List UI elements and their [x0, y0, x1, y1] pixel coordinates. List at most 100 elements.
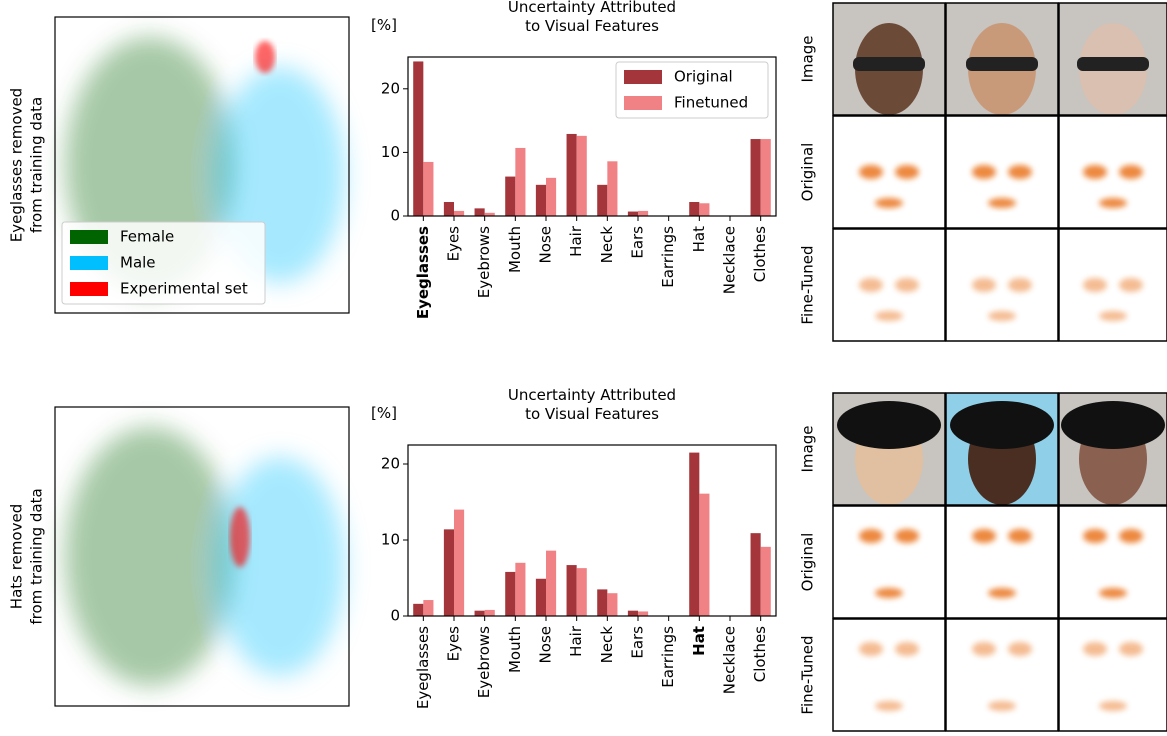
saliency	[833, 229, 945, 341]
x-tick-label: Nose	[537, 226, 555, 263]
row-label: Fine-Tuned	[799, 245, 817, 324]
spot	[1008, 165, 1032, 179]
x-tick-label: Ears	[629, 226, 647, 259]
saliency	[946, 506, 1058, 618]
y-axis-label: [%]	[371, 16, 397, 34]
spot	[859, 278, 883, 292]
x-tick-label: Mouth	[506, 226, 524, 273]
bar	[597, 185, 607, 216]
x-tick-label: Clothes	[751, 626, 769, 682]
legend-label: Male	[120, 254, 156, 272]
spot	[1119, 529, 1143, 543]
spot	[859, 642, 883, 656]
x-tick-label: Necklace	[721, 226, 739, 294]
bar	[699, 203, 709, 216]
bar	[638, 611, 648, 616]
spot	[875, 701, 903, 711]
x-tick-label: Hair	[567, 625, 585, 657]
y-tick-label: 0	[390, 607, 400, 625]
spot	[1119, 642, 1143, 656]
saliency	[833, 116, 945, 228]
photo-hat	[1061, 401, 1165, 449]
legend-label: Original	[674, 68, 733, 86]
figure: Eyeglasses removedfrom training data Fema…	[0, 0, 1167, 732]
legend-label: Female	[120, 228, 174, 246]
saliency	[1059, 619, 1167, 731]
chart-title: to Visual Features	[525, 17, 659, 35]
bar	[546, 551, 556, 616]
x-tick-label: Eyeglasses	[414, 226, 432, 319]
chart-title: Uncertainty Attributed	[508, 0, 676, 16]
bar	[515, 148, 525, 216]
x-tick-label: Eyeglasses	[414, 626, 432, 709]
saliency	[833, 506, 945, 618]
spot	[1099, 311, 1127, 321]
spot	[1099, 701, 1127, 711]
cluster	[230, 507, 250, 567]
bar	[475, 208, 485, 216]
spot	[1083, 278, 1107, 292]
bar	[607, 593, 617, 616]
spot	[1008, 642, 1032, 656]
bar	[567, 134, 577, 216]
bar	[597, 589, 607, 616]
x-tick-label: Neck	[598, 626, 616, 664]
row-label: Image	[799, 426, 817, 473]
x-tick-label: Eyes	[445, 626, 463, 662]
spot	[895, 165, 919, 179]
photo-glasses	[1077, 57, 1149, 71]
spot	[1099, 198, 1127, 208]
saliency	[1059, 506, 1167, 618]
spot	[1083, 529, 1107, 543]
spot	[988, 311, 1016, 321]
spot	[1099, 588, 1127, 598]
x-tick-label: Necklace	[721, 626, 739, 694]
bar	[515, 563, 525, 616]
spot	[988, 198, 1016, 208]
bar	[505, 572, 515, 616]
bar	[413, 604, 423, 616]
spot	[895, 642, 919, 656]
spot	[1083, 642, 1107, 656]
bar	[689, 202, 699, 216]
photo-hat	[950, 401, 1054, 449]
legend-swatch	[624, 96, 662, 110]
x-tick-label: Earrings	[659, 226, 677, 288]
legend-swatch	[624, 70, 662, 84]
bar	[567, 565, 577, 616]
spot	[1119, 165, 1143, 179]
point-clouds	[65, 427, 345, 686]
spot	[988, 588, 1016, 598]
chart-title: Uncertainty Attributed	[508, 386, 676, 404]
saliency	[1059, 116, 1167, 228]
y-axis-label: Eyeglasses removed	[8, 88, 26, 242]
y-axis-label: from training data	[28, 97, 46, 233]
cluster	[255, 41, 275, 73]
photo-glasses	[853, 57, 925, 71]
bar	[699, 494, 709, 616]
y-axis-label: Hats removed	[8, 504, 26, 609]
photo-hat	[837, 401, 941, 449]
photo-glasses	[966, 57, 1038, 71]
bar	[485, 610, 495, 616]
row-label: Original	[799, 143, 817, 202]
spot	[875, 311, 903, 321]
spot	[895, 529, 919, 543]
spot	[972, 165, 996, 179]
cluster	[215, 457, 345, 676]
bar	[413, 61, 423, 216]
x-tick-label: Clothes	[751, 226, 769, 282]
x-tick-label: Hair	[567, 225, 585, 257]
legend-label: Experimental set	[120, 280, 248, 298]
y-tick-label: 0	[390, 207, 400, 225]
bar	[761, 547, 771, 616]
legend-swatch	[70, 282, 108, 296]
bar	[444, 202, 454, 216]
spot	[1008, 278, 1032, 292]
bar	[444, 529, 454, 616]
spot	[988, 701, 1016, 711]
